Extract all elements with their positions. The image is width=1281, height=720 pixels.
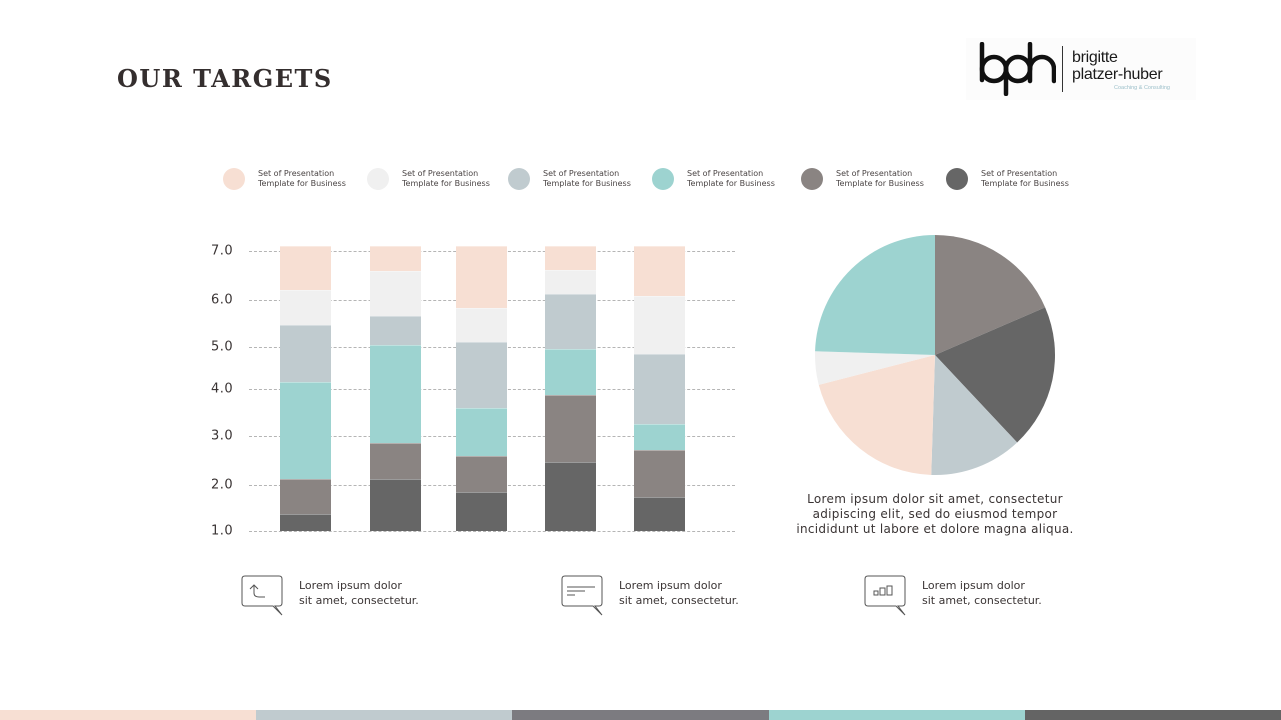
legend-label: Set of Presentation Template for Busines… bbox=[402, 169, 490, 188]
bar-segment bbox=[456, 408, 507, 456]
gridline bbox=[249, 531, 735, 532]
y-axis-tick: 1.0 bbox=[211, 523, 234, 539]
footer-color-block bbox=[256, 710, 513, 720]
bar-segment bbox=[545, 462, 596, 531]
legend-item: Set of Presentation Template for Busines… bbox=[367, 168, 490, 190]
bar-segment bbox=[370, 443, 421, 479]
bar-4 bbox=[545, 246, 596, 531]
bar-segment bbox=[370, 246, 421, 271]
bar-2 bbox=[370, 246, 421, 531]
legend-swatch-icon bbox=[652, 168, 674, 190]
bar-segment bbox=[370, 316, 421, 345]
legend-label: Set of Presentation Template for Busines… bbox=[258, 169, 346, 188]
chart-legend: Set of Presentation Template for Busines… bbox=[0, 168, 1281, 194]
bar-segment bbox=[545, 270, 596, 294]
legend-swatch-icon bbox=[223, 168, 245, 190]
logo-name: brigitte platzer-huber bbox=[1072, 49, 1163, 83]
y-axis-tick: 4.0 bbox=[211, 381, 234, 397]
brand-logo: brigitte platzer-huber Coaching & Consul… bbox=[966, 38, 1196, 100]
y-axis-tick: 2.0 bbox=[211, 477, 234, 493]
bar-segment bbox=[280, 290, 331, 325]
pie-slice bbox=[815, 235, 935, 355]
note-text: Lorem ipsum dolor sit amet, consectetur. bbox=[619, 579, 739, 607]
legend-item: Set of Presentation Template for Busines… bbox=[946, 168, 1069, 190]
bar-segment bbox=[545, 246, 596, 270]
bar-segment bbox=[545, 349, 596, 395]
logo-name-line2: platzer-huber bbox=[1072, 66, 1163, 83]
logo-tagline: Coaching & Consulting bbox=[1114, 85, 1170, 91]
legend-label: Set of Presentation Template for Busines… bbox=[836, 169, 924, 188]
pie-chart bbox=[815, 235, 1055, 475]
legend-item: Set of Presentation Template for Busines… bbox=[223, 168, 346, 190]
bph-logo-mark-icon bbox=[979, 42, 1056, 96]
pie-caption: Lorem ipsum dolor sit amet, consectetur … bbox=[796, 492, 1074, 536]
bar-segment bbox=[280, 514, 331, 531]
note-text: Lorem ipsum dolor sit amet, consectetur. bbox=[299, 579, 419, 607]
bar-segment bbox=[456, 492, 507, 531]
bar-segment bbox=[545, 294, 596, 349]
bar-segment bbox=[370, 479, 421, 531]
bar-segment bbox=[634, 450, 685, 497]
legend-item: Set of Presentation Template for Busines… bbox=[652, 168, 775, 190]
pie-slice bbox=[935, 235, 1046, 355]
note-item: Lorem ipsum dolor sit amet, consectetur. bbox=[241, 575, 419, 617]
footer-color-block bbox=[512, 710, 769, 720]
pie-slice bbox=[935, 307, 1055, 443]
pie-slice bbox=[931, 355, 1018, 475]
legend-label: Set of Presentation Template for Busines… bbox=[687, 169, 775, 188]
legend-label: Set of Presentation Template for Busines… bbox=[543, 169, 631, 188]
pie-slice bbox=[815, 351, 935, 385]
bar-1 bbox=[280, 246, 331, 531]
bar-segment bbox=[280, 325, 331, 382]
footer-color-block bbox=[0, 710, 257, 720]
pie-slice bbox=[818, 355, 935, 475]
bar-segment bbox=[545, 395, 596, 462]
bar-segment bbox=[634, 354, 685, 424]
legend-swatch-icon bbox=[946, 168, 968, 190]
footer-color-block bbox=[768, 710, 1025, 720]
page-title: OUR TARGETS bbox=[117, 64, 333, 93]
chat-lines-icon bbox=[561, 575, 603, 616]
legend-item: Set of Presentation Template for Busines… bbox=[508, 168, 631, 190]
footer-color-strip bbox=[0, 710, 1281, 720]
bar-segment bbox=[456, 456, 507, 492]
y-axis-tick: 6.0 bbox=[211, 292, 234, 308]
bar-segment bbox=[370, 271, 421, 316]
bar-3 bbox=[456, 246, 507, 531]
y-axis-tick: 3.0 bbox=[211, 428, 234, 444]
bar-segment bbox=[456, 342, 507, 408]
bar-5 bbox=[634, 246, 685, 531]
legend-item: Set of Presentation Template for Busines… bbox=[801, 168, 924, 190]
bar-segment bbox=[634, 424, 685, 450]
legend-label: Set of Presentation Template for Busines… bbox=[981, 169, 1069, 188]
bar-segment bbox=[280, 382, 331, 479]
chat-bars-icon bbox=[864, 575, 906, 616]
bar-segment bbox=[456, 308, 507, 342]
bar-segment bbox=[634, 246, 685, 296]
bar-segment bbox=[456, 246, 507, 308]
legend-swatch-icon bbox=[801, 168, 823, 190]
note-item: Lorem ipsum dolor sit amet, consectetur. bbox=[864, 575, 1042, 617]
legend-swatch-icon bbox=[508, 168, 530, 190]
y-axis-tick: 7.0 bbox=[211, 243, 234, 259]
note-item: Lorem ipsum dolor sit amet, consectetur. bbox=[561, 575, 739, 617]
note-text: Lorem ipsum dolor sit amet, consectetur. bbox=[922, 579, 1042, 607]
bar-segment bbox=[370, 345, 421, 443]
y-axis-tick: 5.0 bbox=[211, 339, 234, 355]
chat-arrow-up-icon bbox=[241, 575, 283, 616]
legend-swatch-icon bbox=[367, 168, 389, 190]
logo-name-line1: brigitte bbox=[1072, 49, 1118, 66]
footer-color-block bbox=[1024, 710, 1281, 720]
bar-segment bbox=[280, 479, 331, 514]
logo-divider bbox=[1062, 46, 1063, 92]
bar-segment bbox=[634, 497, 685, 531]
bar-segment bbox=[634, 296, 685, 354]
bar-segment bbox=[280, 246, 331, 290]
